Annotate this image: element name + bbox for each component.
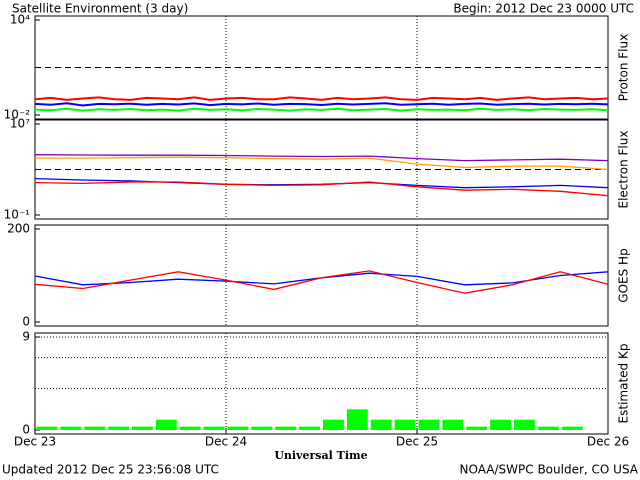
bar xyxy=(251,426,273,430)
series-line xyxy=(34,270,609,294)
series-line xyxy=(34,102,609,107)
bar xyxy=(418,419,440,430)
y-axis-label: Electron Flux xyxy=(617,131,631,209)
bar xyxy=(155,419,177,430)
bar xyxy=(442,419,464,430)
y-tick-label: 10⁴ xyxy=(10,13,30,27)
series-line xyxy=(34,154,609,162)
series-line xyxy=(34,107,609,112)
x-tick-label: Dec 26 xyxy=(587,435,629,449)
bar xyxy=(227,426,249,430)
begin-label: Begin: 2012 Dec 23 0000 UTC xyxy=(453,2,634,16)
y-tick-label: 200 xyxy=(7,222,30,236)
y-tick-label: 10⁻² xyxy=(4,108,31,122)
bar xyxy=(132,426,153,430)
chart-title: Satellite Environment (3 day) xyxy=(12,2,188,16)
bar xyxy=(60,426,82,430)
x-tick-label: Dec 24 xyxy=(205,435,247,449)
y-axis-label: GOES Hp xyxy=(617,248,631,302)
bar xyxy=(36,426,58,430)
bar xyxy=(537,426,559,430)
bar xyxy=(346,409,368,430)
panel-frame xyxy=(34,224,609,327)
y-axis-label: Proton Flux xyxy=(617,34,631,101)
bar xyxy=(275,426,297,430)
series-line xyxy=(34,181,609,197)
x-tick-label: Dec 23 xyxy=(14,435,56,449)
series-line xyxy=(34,96,609,101)
bar xyxy=(179,426,201,430)
x-axis-label: Universal Time xyxy=(274,449,367,462)
updated-label: Updated 2012 Dec 25 23:56:08 UTC xyxy=(2,463,219,477)
bar xyxy=(299,426,320,430)
bar xyxy=(323,419,344,430)
source-label: NOAA/SWPC Boulder, CO USA xyxy=(460,463,639,477)
series-line xyxy=(35,156,609,171)
bar xyxy=(490,419,511,430)
y-tick-label: 10⁻¹ xyxy=(4,208,31,222)
bar xyxy=(514,419,535,430)
panel-frame xyxy=(34,332,609,435)
bar xyxy=(84,426,106,430)
y-tick-label: 0 xyxy=(22,423,30,437)
bar xyxy=(203,426,225,430)
series-line xyxy=(34,177,609,189)
y-tick-label: 9 xyxy=(22,330,30,344)
x-tick-label: Dec 25 xyxy=(396,435,438,449)
y-axis-label: Estimated Kp xyxy=(617,344,631,424)
bar xyxy=(466,426,488,430)
y-tick-label: 10⁷ xyxy=(10,117,30,131)
bar xyxy=(561,426,583,430)
bar xyxy=(370,419,392,430)
y-tick-label: 0 xyxy=(22,315,30,329)
bar xyxy=(394,419,416,430)
bar xyxy=(108,426,129,430)
